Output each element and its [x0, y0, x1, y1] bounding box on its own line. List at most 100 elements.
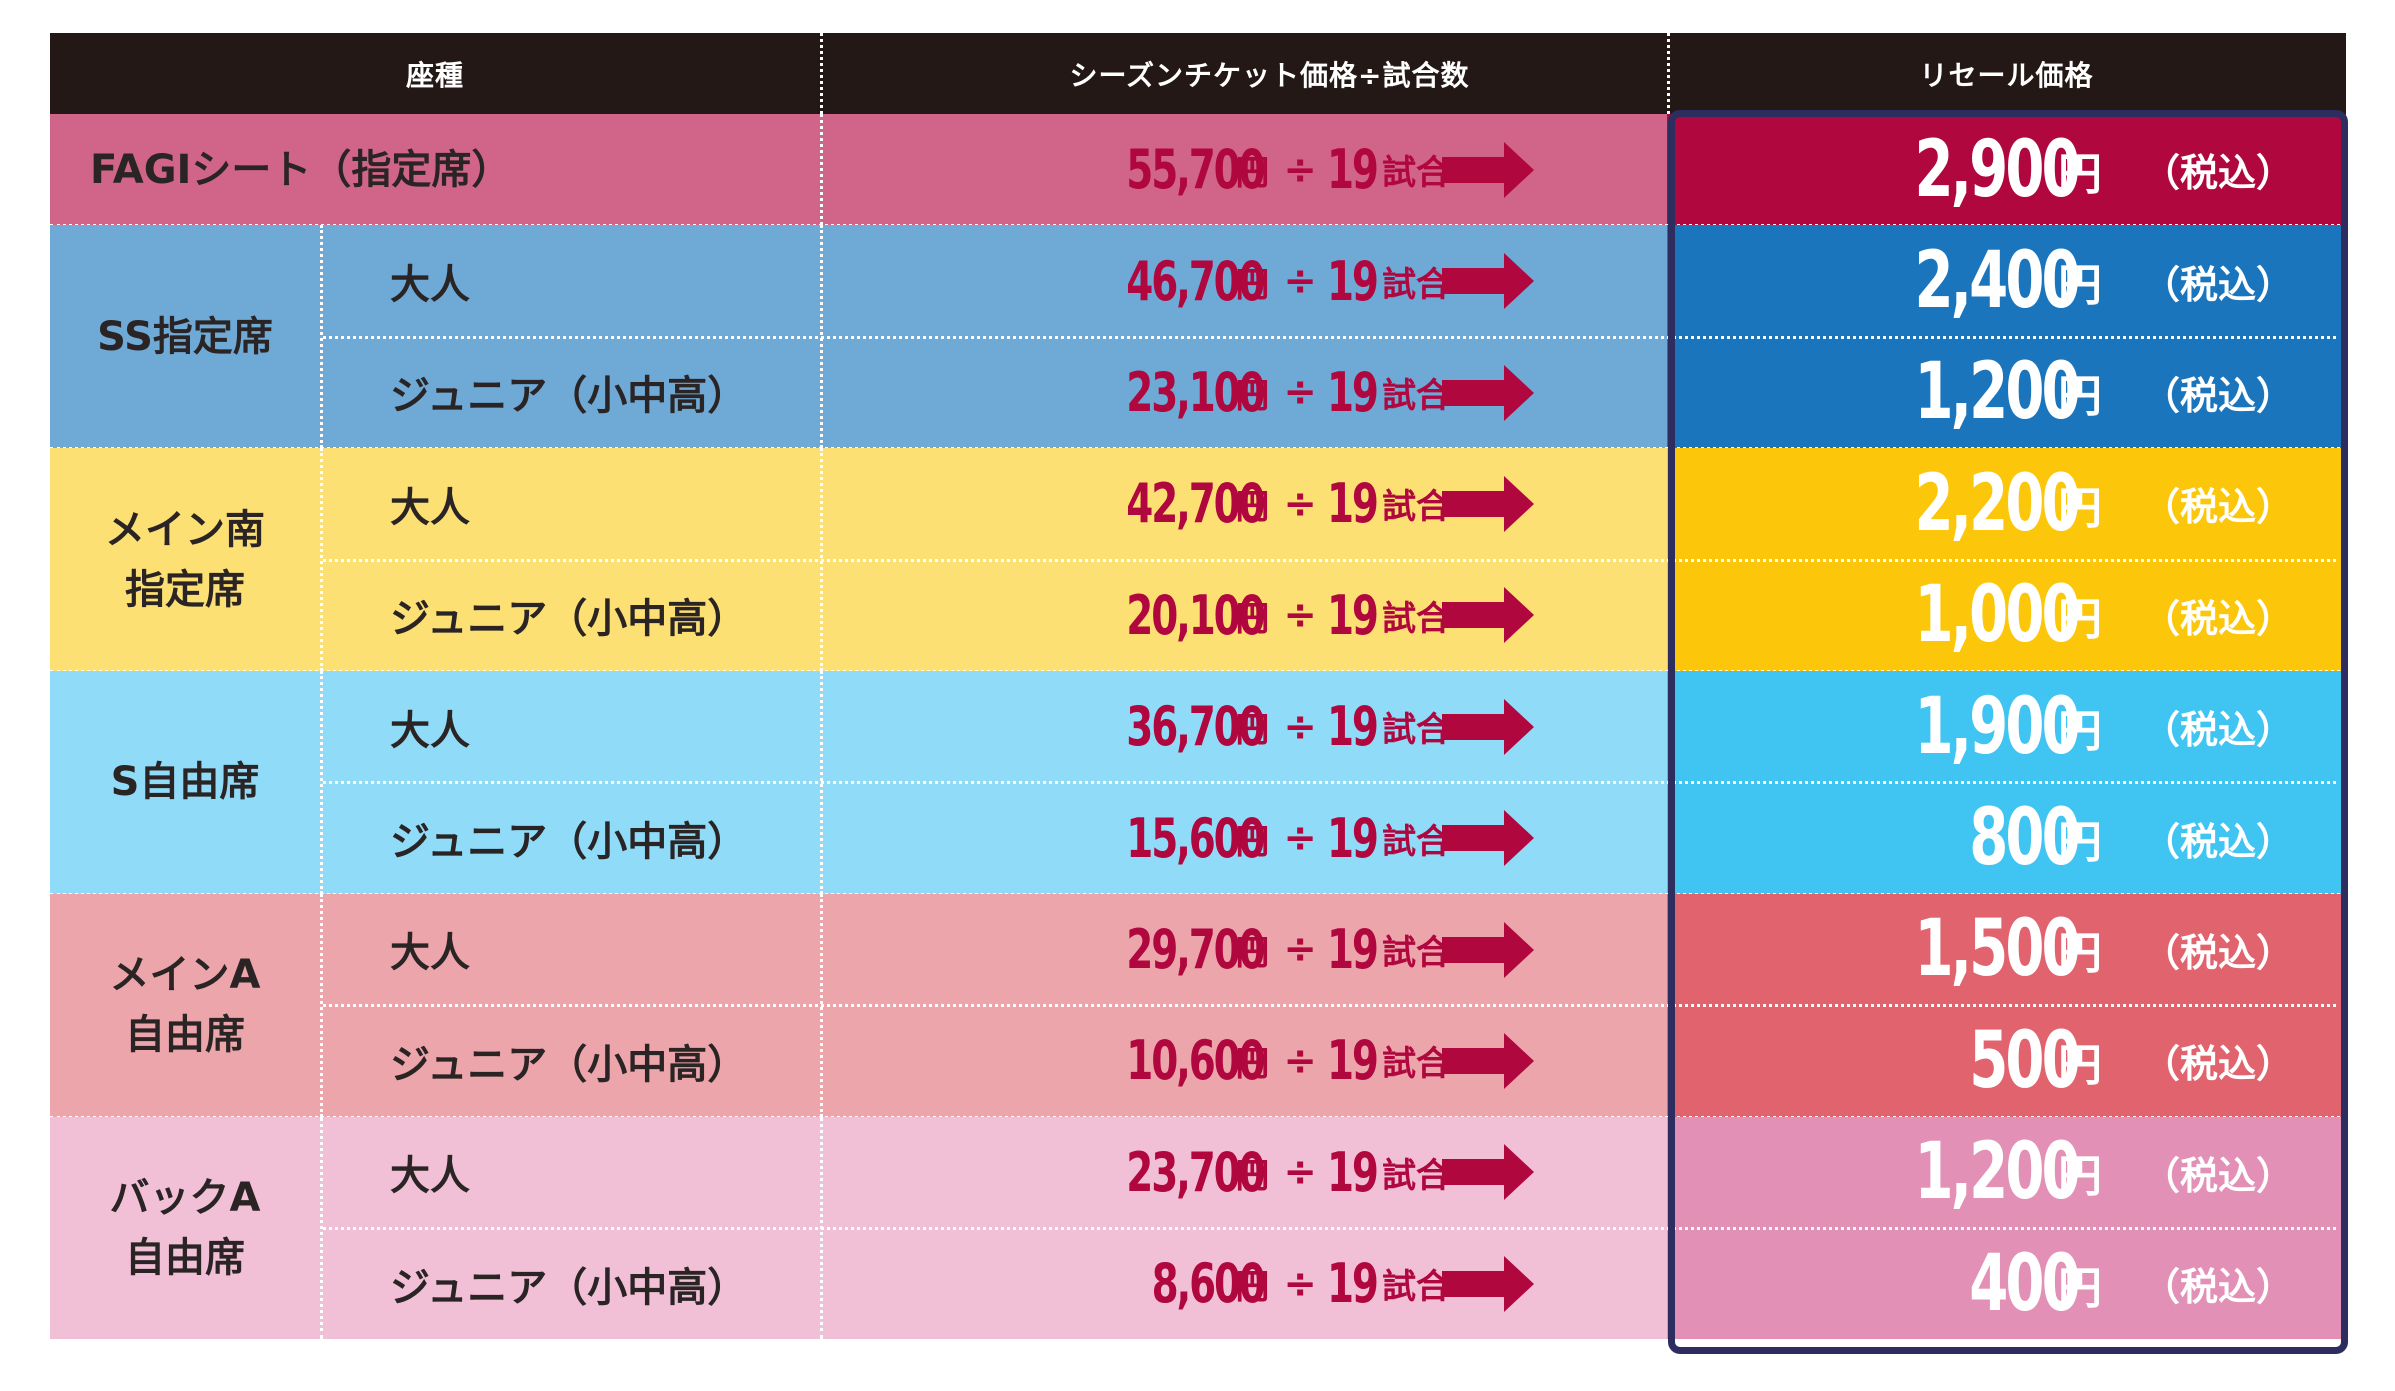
row-divider	[323, 781, 2336, 785]
tax-included-label: （税込）	[2141, 1265, 2294, 1310]
seat-subtype-label: 大人	[390, 262, 470, 309]
season-price-calc: 23,100 円 ÷ 19 試合	[820, 337, 1450, 448]
season-price-value: 20,100	[1126, 583, 1265, 647]
games-count: 19	[1326, 1252, 1379, 1316]
season-price-value: 46,700	[1126, 249, 1265, 313]
yen-unit: 円	[2057, 928, 2102, 980]
season-price-calc: 29,700 円 ÷ 19 試合	[820, 894, 1450, 1005]
yen-unit: 円	[2057, 1151, 2102, 1203]
resale-price-value: 500	[1969, 1015, 2080, 1106]
games-count: 19	[1326, 360, 1379, 424]
yen-unit: 円	[1235, 821, 1270, 862]
right-arrow-icon	[1442, 587, 1534, 644]
yen-unit: 円	[1235, 598, 1270, 639]
yen-unit: 円	[1235, 487, 1270, 528]
games-suffix: 試合	[1382, 487, 1450, 528]
resale-price: 800 円 （税込）	[1670, 782, 2334, 893]
season-price-value: 36,700	[1126, 695, 1265, 759]
season-price-value: 23,700	[1126, 1140, 1265, 1204]
tax-included-label: （税込）	[2141, 708, 2294, 753]
divide-sign: ÷	[1283, 592, 1317, 639]
yen-unit: 円	[2057, 148, 2102, 200]
resale-price: 2,900 円 （税込）	[1670, 114, 2334, 225]
season-price-calc: 42,700 円 ÷ 19 試合	[820, 448, 1450, 559]
seat-subtype-label: 大人	[390, 707, 470, 754]
header-divider	[820, 33, 823, 114]
games-count: 19	[1326, 806, 1379, 870]
divide-sign: ÷	[1283, 258, 1317, 305]
yen-unit: 円	[2057, 371, 2102, 423]
table-header: 座種 シーズンチケット価格÷試合数 リセール価格	[50, 33, 2346, 114]
header-divider	[1667, 33, 1670, 114]
yen-unit: 円	[2057, 817, 2102, 869]
divide-sign: ÷	[1283, 815, 1317, 862]
games-suffix: 試合	[1382, 932, 1450, 973]
season-price-value: 15,600	[1126, 806, 1265, 870]
games-suffix: 試合	[1382, 1155, 1450, 1196]
yen-unit: 円	[1235, 1267, 1270, 1308]
category-divider	[320, 1116, 323, 1340]
divide-sign: ÷	[1283, 703, 1317, 750]
category-divider	[320, 893, 323, 1117]
right-arrow-icon	[1442, 364, 1534, 421]
games-suffix: 試合	[1382, 598, 1450, 639]
season-price-value: 10,600	[1126, 1029, 1265, 1093]
divide-sign: ÷	[1283, 480, 1317, 527]
resale-price: 400 円 （税込）	[1670, 1228, 2334, 1339]
divide-sign: ÷	[1283, 369, 1317, 416]
games-count: 19	[1326, 1029, 1379, 1093]
resale-price-value: 1,200	[1914, 347, 2081, 438]
tax-included-label: （税込）	[2141, 485, 2294, 530]
games-suffix: 試合	[1382, 375, 1450, 416]
games-count: 19	[1326, 138, 1379, 202]
games-suffix: 試合	[1382, 821, 1450, 862]
tax-included-label: （税込）	[2141, 373, 2294, 418]
seat-subtype-label: 大人	[390, 484, 470, 531]
divide-sign: ÷	[1283, 1149, 1317, 1196]
right-arrow-icon	[1442, 475, 1534, 532]
games-suffix: 試合	[1382, 153, 1450, 194]
row-divider	[323, 1227, 2336, 1230]
resale-price-value: 1,900	[1914, 681, 2081, 772]
seat-subtype-label: ジュニア（小中高）	[390, 373, 748, 420]
seat-subtype-label: 大人	[390, 930, 470, 977]
games-suffix: 試合	[1382, 1044, 1450, 1085]
seat-type-label: メイン南 指定席	[105, 506, 265, 613]
season-price-calc: 55,700 円 ÷ 19 試合	[820, 114, 1450, 225]
tax-included-label: （税込）	[2141, 819, 2294, 864]
resale-price: 1,500 円 （税込）	[1670, 894, 2334, 1005]
season-price-value: 42,700	[1126, 472, 1265, 536]
season-price-calc: 8,600 円 ÷ 19 試合	[820, 1228, 1450, 1339]
column-divider	[820, 114, 823, 226]
tax-included-label: （税込）	[2141, 1153, 2294, 1198]
right-arrow-icon	[1442, 1255, 1534, 1312]
yen-unit: 円	[2057, 482, 2102, 534]
games-count: 19	[1326, 1140, 1379, 1204]
season-price-calc: 23,700 円 ÷ 19 試合	[820, 1117, 1450, 1228]
row-divider	[323, 558, 2336, 562]
resale-price-value: 2,200	[1914, 458, 2081, 549]
price-table: 座種 シーズンチケット価格÷試合数 リセール価格 FAGIシート（指定席） 55,…	[50, 33, 2348, 1359]
resale-price: 500 円 （税込）	[1670, 1005, 2334, 1116]
divide-sign: ÷	[1283, 1037, 1317, 1084]
seat-type-label: S自由席	[110, 759, 260, 806]
seat-subtype-label: ジュニア（小中高）	[390, 819, 748, 866]
header-season-price: シーズンチケット価格÷試合数	[1069, 58, 1470, 92]
resale-cell-bg	[1667, 114, 2346, 226]
resale-price-value: 800	[1969, 793, 2080, 884]
games-count: 19	[1326, 249, 1379, 313]
games-suffix: 試合	[1382, 264, 1450, 305]
resale-price-value: 400	[1969, 1238, 2080, 1329]
season-price-value: 23,100	[1126, 360, 1265, 424]
resale-price: 2,400 円 （税込）	[1670, 225, 2334, 336]
seat-type-label: バックA 自由席	[109, 1174, 261, 1281]
yen-unit: 円	[1235, 1155, 1270, 1196]
resale-price-value: 2,400	[1914, 236, 2081, 327]
season-price-calc: 15,600 円 ÷ 19 試合	[820, 782, 1450, 893]
season-price-value: 55,700	[1126, 138, 1265, 202]
yen-unit: 円	[2057, 1039, 2102, 1091]
yen-unit: 円	[2057, 1262, 2102, 1314]
season-price-value: 29,700	[1126, 917, 1265, 981]
yen-unit: 円	[1235, 1044, 1270, 1085]
divide-sign: ÷	[1283, 1260, 1317, 1307]
